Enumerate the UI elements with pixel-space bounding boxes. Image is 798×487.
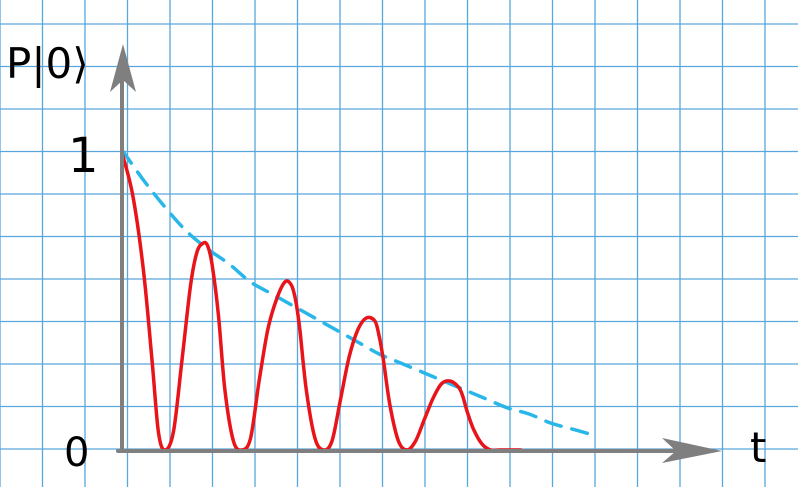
axis-labels: P|0⟩ t 1 0 [6,39,766,476]
x-axis-label: t [750,423,766,472]
oscillation-line [120,151,523,453]
y-axis-arrowhead [110,44,136,92]
x-axis-arrowhead [662,438,722,463]
y-axis-label: P|0⟩ [6,39,89,88]
series-layer [120,148,596,453]
axes [110,44,722,463]
y-tick-label-1: 1 [68,128,99,184]
y-tick-label-0: 0 [64,430,89,476]
